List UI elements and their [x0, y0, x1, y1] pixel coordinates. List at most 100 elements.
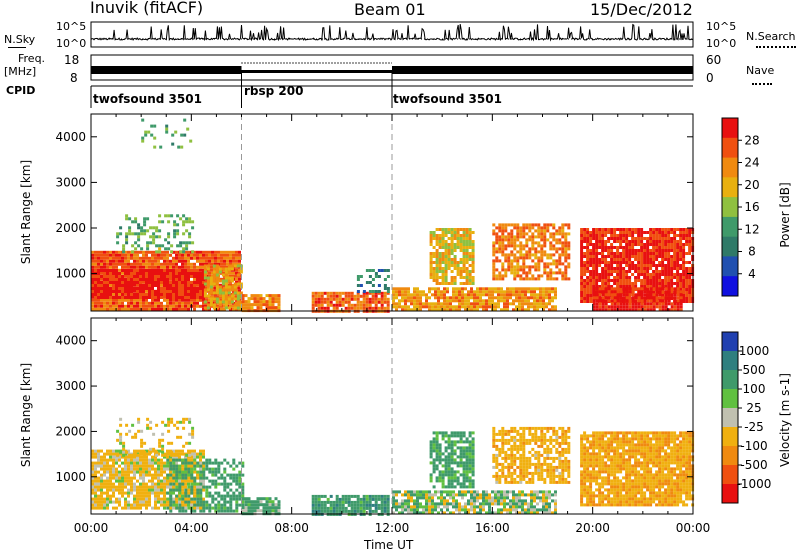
power-cell [199, 293, 202, 296]
power-cell [134, 247, 138, 251]
power-cell [625, 234, 629, 237]
power-cell [140, 247, 144, 251]
power-cell [212, 291, 216, 295]
power-cell [522, 244, 526, 248]
power-cell [522, 223, 526, 227]
power-cell [395, 308, 398, 312]
velocity-cell [149, 420, 153, 424]
velocity-cell [145, 485, 148, 489]
power-cell [103, 290, 106, 293]
power-cell [121, 287, 124, 290]
power-cell [664, 302, 668, 306]
velocity-cell [106, 479, 109, 483]
power-cell [531, 223, 535, 227]
power-cell [655, 243, 659, 246]
velocity-cell [226, 494, 230, 498]
power-cell [206, 288, 210, 292]
power-cell [227, 267, 231, 271]
velocity-cell [190, 452, 193, 456]
power-cell [516, 223, 520, 227]
power-cell [127, 256, 130, 260]
velocity-cell [220, 497, 224, 501]
power-cell [679, 308, 683, 312]
power-cell [637, 249, 641, 252]
power-cell [103, 296, 106, 299]
power-cell [181, 265, 184, 269]
power-cell [185, 220, 189, 224]
velocity-cell [223, 503, 227, 507]
velocity-cell [235, 482, 239, 486]
velocity-cell [175, 506, 179, 510]
power-cell [509, 290, 512, 294]
power-cell [530, 290, 533, 294]
velocity-cell [181, 467, 184, 471]
velocity-cell [127, 482, 130, 486]
power-cell [537, 265, 541, 269]
power-cell [429, 273, 433, 276]
velocity-cell [157, 470, 160, 474]
velocity-cell [136, 503, 139, 507]
power-cell [552, 244, 556, 248]
power-cell [607, 285, 611, 288]
power-cell [214, 256, 217, 260]
velocity-cell [163, 461, 166, 465]
power-cell [172, 298, 175, 302]
power-cell [607, 290, 611, 294]
velocity-cell [170, 450, 174, 454]
power-cell [637, 270, 641, 273]
power-cell [479, 287, 482, 291]
power-cell [160, 250, 163, 254]
velocity-cell [139, 485, 142, 489]
power-cell [604, 293, 608, 297]
power-cell [444, 240, 448, 243]
power-cell [429, 258, 433, 261]
power-cell [226, 265, 229, 269]
power-cell [673, 305, 677, 309]
power-cell [139, 290, 142, 293]
velocity-cell [184, 461, 188, 465]
power-cell [148, 284, 151, 287]
power-cell [646, 302, 650, 306]
power-cell [172, 256, 175, 260]
power-cell [592, 299, 596, 303]
power-cell [115, 278, 118, 281]
velocity-cell [184, 494, 188, 498]
power-cell [425, 299, 428, 303]
power-cell [552, 247, 556, 251]
power-cell [187, 262, 190, 266]
power-cell [341, 291, 345, 295]
power-cell [518, 305, 521, 309]
power-cell [685, 297, 689, 300]
power-cell [589, 234, 593, 237]
velocity-cell [91, 488, 94, 492]
power-cell [516, 274, 520, 278]
power-cell [227, 300, 231, 304]
power-cell [124, 304, 127, 308]
power-cell [165, 127, 169, 131]
velocity-cell [154, 476, 157, 480]
power-cell [169, 307, 172, 311]
power-cell [163, 265, 166, 269]
power-cell [121, 281, 124, 284]
power-cell [525, 253, 529, 257]
power-cell [91, 275, 94, 278]
power-cell [558, 268, 562, 272]
power-cell [589, 273, 593, 276]
power-cell [419, 308, 422, 312]
power-cell [137, 244, 141, 248]
power-cell [554, 293, 557, 297]
power-cell [401, 293, 404, 297]
power-cell [468, 276, 472, 279]
power-cell [552, 277, 556, 281]
power-cell [465, 261, 469, 264]
velocity-cell [172, 500, 176, 504]
power-cell [543, 235, 547, 239]
power-cell [580, 273, 584, 276]
power-cell [564, 265, 568, 269]
velocity-cell [136, 458, 139, 462]
power-cell [163, 275, 166, 278]
power-cell [365, 269, 369, 272]
power-cell [208, 298, 211, 302]
power-cell [106, 256, 109, 260]
power-cell [171, 142, 175, 146]
